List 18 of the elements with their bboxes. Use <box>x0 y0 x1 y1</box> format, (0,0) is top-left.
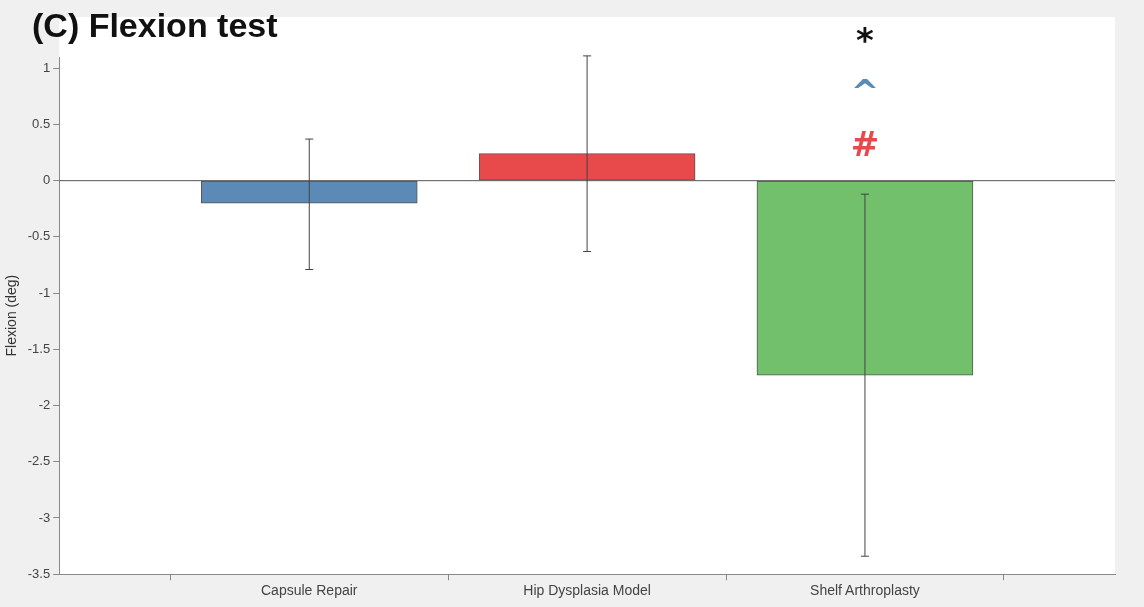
y-tick-label: 0.5 <box>32 116 51 132</box>
y-tick-label: -2.5 <box>27 453 51 469</box>
x-tick-label: Hip Dysplasia Model <box>523 582 651 599</box>
y-tick-label: -3 <box>38 509 51 525</box>
y-tick-label: -2 <box>38 397 51 413</box>
y-tick-label: -1 <box>38 284 51 300</box>
y-axis-title: Flexion (deg) <box>3 274 20 357</box>
x-tick-label: Shelf Arthroplasty <box>810 582 920 599</box>
y-tick-label: 1 <box>42 59 51 75</box>
y-tick-label: -3.5 <box>27 565 51 581</box>
annotation: ^ <box>850 71 880 112</box>
annotation: # <box>850 123 880 164</box>
y-tick-label: 0 <box>42 172 51 188</box>
y-tick-label: -0.5 <box>27 228 51 244</box>
annotation: * <box>856 19 875 60</box>
y-tick-label: -1.5 <box>27 340 51 356</box>
x-tick-label: Capsule Repair <box>261 582 358 599</box>
chart-title: (C) Flexion test <box>32 6 278 45</box>
